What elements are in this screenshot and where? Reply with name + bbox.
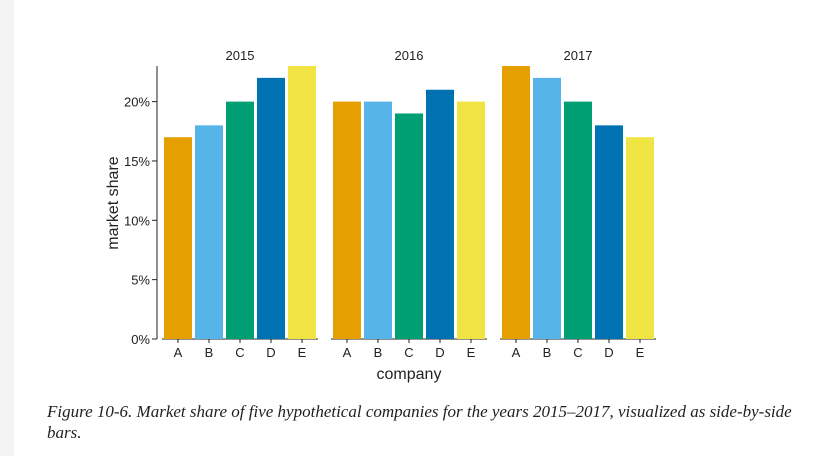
x-tick-label: B (205, 345, 214, 360)
x-tick-label: D (604, 345, 613, 360)
facet-label: 2015 (226, 48, 255, 63)
figure-caption: Figure 10-6. Market share of five hypoth… (47, 402, 792, 442)
facet-label: 2017 (564, 48, 593, 63)
bar (257, 77, 285, 339)
bar (457, 101, 485, 339)
x-tick-label: C (573, 345, 582, 360)
y-tick-label: 0% (131, 332, 150, 347)
x-tick-label: D (266, 345, 275, 360)
y-tick-label: 5% (131, 273, 150, 288)
bar (626, 137, 654, 339)
x-axis-title: company (377, 366, 442, 383)
x-tick-label: C (235, 345, 244, 360)
bar (502, 66, 530, 339)
bar (226, 101, 254, 339)
bar (364, 101, 392, 339)
page-margin-strip (0, 0, 14, 456)
y-tick-label: 20% (124, 95, 150, 110)
y-tick-label: 15% (124, 154, 150, 169)
bar (533, 77, 561, 339)
bar (288, 66, 316, 339)
bar (564, 101, 592, 339)
x-tick-label: C (404, 345, 413, 360)
x-tick-label: A (343, 345, 352, 360)
bar (164, 137, 192, 339)
x-tick-label: A (174, 345, 183, 360)
bar (395, 113, 423, 339)
y-tick-label: 10% (124, 213, 150, 228)
x-tick-label: E (467, 345, 476, 360)
bar (333, 101, 361, 339)
bar (426, 89, 454, 339)
x-tick-label: D (435, 345, 444, 360)
bar-chart: 0% 5% 10% 15% 20% market share 2015 A B C D E 2016 A B… (105, 48, 656, 383)
x-tick-label: A (512, 345, 521, 360)
x-tick-label: E (636, 345, 645, 360)
bar (595, 125, 623, 339)
x-tick-label: B (374, 345, 383, 360)
bar (195, 125, 223, 339)
y-axis-title: market share (105, 156, 122, 249)
x-tick-label: E (298, 345, 307, 360)
x-tick-label: B (543, 345, 552, 360)
facet-label: 2016 (395, 48, 424, 63)
